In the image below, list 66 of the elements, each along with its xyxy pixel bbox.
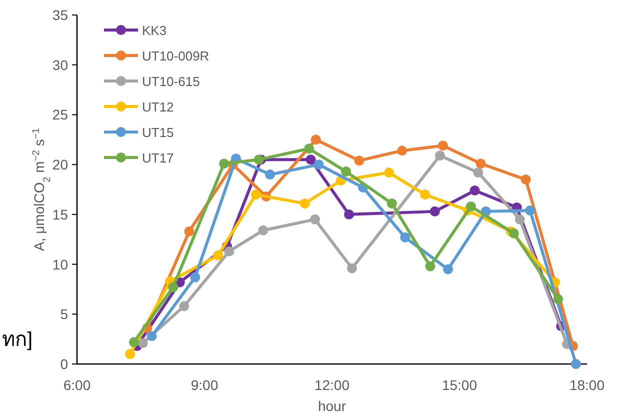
point (314, 160, 324, 170)
point (254, 154, 264, 165)
point (138, 338, 148, 348)
point (525, 205, 536, 216)
x-tick-label: 9:00 (190, 377, 218, 393)
point (346, 263, 357, 274)
y-tick-label: 30 (52, 56, 68, 73)
point (190, 272, 200, 282)
point (168, 282, 178, 292)
legend-label: UT17 (142, 150, 174, 166)
point (425, 261, 436, 272)
point (514, 214, 525, 224)
point (400, 232, 410, 242)
point (300, 198, 310, 208)
point (386, 198, 397, 208)
point (310, 214, 320, 224)
point (310, 134, 321, 145)
point (473, 168, 484, 178)
point (306, 154, 316, 165)
y-tick-label: 15 (52, 206, 68, 222)
point (466, 201, 476, 212)
legend-label: UT10-009R (142, 48, 210, 64)
point (184, 226, 194, 236)
point (344, 209, 354, 220)
point (250, 189, 261, 200)
y-tick-label: 0 (60, 356, 68, 372)
point (570, 359, 581, 369)
point (264, 170, 275, 180)
x-tick-label: 15:00 (442, 377, 478, 393)
point (224, 246, 234, 256)
x-tick-label: 6:00 (63, 377, 91, 393)
point (397, 146, 408, 156)
y-tick-label: 5 (60, 306, 68, 322)
point (179, 301, 190, 312)
y-tick-label: 35 (52, 7, 68, 23)
x-axis-title: hour (318, 398, 346, 414)
point (520, 174, 531, 185)
legend-label: UT12 (142, 100, 174, 114)
point (508, 228, 519, 238)
point (430, 206, 440, 216)
x-tick-label: 18:00 (569, 377, 605, 393)
point (553, 294, 564, 304)
y-tick-label: 25 (52, 106, 68, 123)
point (354, 156, 364, 166)
point (213, 250, 224, 260)
legend-label: UT10-615 (142, 74, 200, 89)
point (420, 189, 430, 200)
point (384, 168, 394, 178)
text: ทก] (2, 329, 33, 351)
point (443, 264, 454, 274)
point (434, 150, 445, 161)
point (470, 185, 480, 196)
x-tick-label: 12:00 (314, 377, 350, 393)
legend-label: KK3 (142, 23, 167, 38)
point (219, 158, 230, 169)
y-tick-label: 20 (52, 156, 68, 173)
point (125, 349, 136, 360)
legend-label: UT15 (142, 125, 174, 140)
point (258, 225, 268, 236)
point (304, 144, 314, 154)
point (128, 337, 139, 348)
point (341, 166, 352, 177)
point (146, 331, 157, 342)
y-tick-label: 10 (52, 256, 68, 272)
point (438, 140, 448, 151)
point (476, 158, 486, 169)
